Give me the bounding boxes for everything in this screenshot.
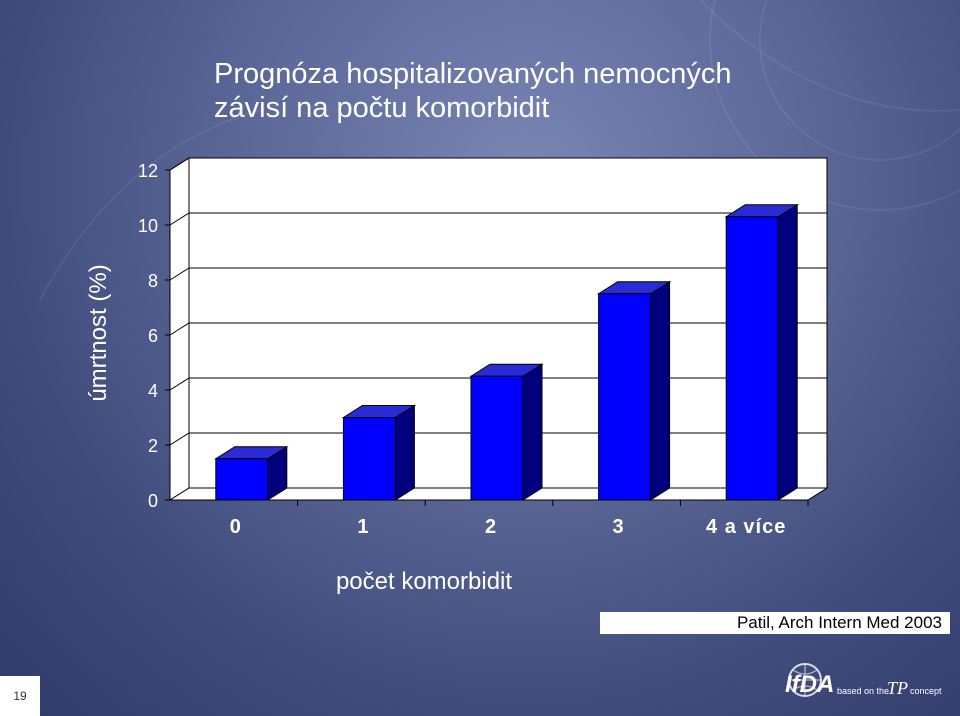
slide-title-line1: Prognóza hospitalizovaných nemocných: [214, 58, 732, 90]
y-tick-label: 8: [148, 271, 158, 291]
x-category-label: 2: [485, 516, 497, 538]
bar-side: [394, 404, 415, 501]
bar: [214, 445, 289, 501]
y-tick-label: 6: [148, 326, 158, 346]
y-tick-label: 10: [138, 216, 158, 236]
y-tick-label: 2: [148, 436, 158, 456]
chart-bars: [214, 203, 799, 501]
y-axis-title: úmrtnost (%): [85, 264, 112, 401]
x-category-label: 3: [613, 516, 625, 538]
source-citation: Patil, Arch Intern Med 2003: [600, 612, 950, 634]
ifda-logo: IfDA based on the TP concept: [785, 663, 942, 698]
bar-front: [470, 375, 524, 501]
bar-front: [215, 458, 269, 501]
logo-concept: concept: [910, 686, 942, 696]
slide-title-line2: závisí na počtu komorbidit: [214, 92, 550, 124]
slide-title: Prognóza hospitalizovaných nemocných záv…: [214, 57, 894, 125]
page-number: 19: [0, 676, 40, 716]
bar-front: [598, 293, 652, 501]
y-gridline: [169, 267, 827, 281]
x-category-label: 0: [230, 516, 242, 538]
bar: [341, 404, 417, 501]
bar-front: [342, 417, 396, 501]
y-tick-label: 12: [138, 161, 158, 181]
bar: [724, 203, 799, 501]
logo-tagline: based on the: [837, 686, 889, 696]
bar: [596, 280, 672, 501]
bar-front: [725, 216, 779, 501]
y-tick-label: 0: [148, 491, 158, 511]
y-tick-label: 4: [148, 381, 158, 401]
x-category-label: 1: [357, 516, 369, 538]
bar: [469, 363, 544, 501]
logo-wordmark: IfDA: [785, 671, 834, 698]
logo-tp-mark: TP: [887, 678, 908, 698]
bar-side: [650, 280, 671, 501]
y-gridline: [169, 157, 827, 171]
y-gridline: [169, 212, 827, 226]
x-axis-title: počet komorbidit: [336, 568, 512, 595]
bar-side: [522, 363, 543, 501]
x-category-label: 4 a více: [706, 516, 786, 538]
bar-side: [777, 203, 798, 501]
